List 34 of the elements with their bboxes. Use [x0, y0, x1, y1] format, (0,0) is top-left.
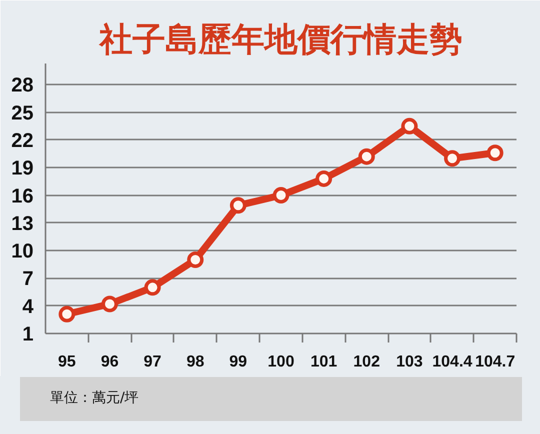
x-tick-label: 103 [396, 354, 423, 370]
point [316, 170, 332, 187]
y-tick-label: 19 [11, 158, 34, 180]
text: 單位：萬元/坪 [20, 377, 522, 421]
y-tick-label: 13 [11, 212, 34, 235]
x-tick-label: 100 [268, 354, 294, 370]
point [144, 279, 161, 296]
point [58, 306, 76, 322]
point [187, 252, 204, 268]
y-tick-label: 4 [22, 296, 34, 318]
x-tick-label: 99 [229, 354, 248, 370]
y-tick-label: 22 [11, 130, 34, 152]
x-tick-label: 102 [353, 354, 380, 370]
y-tick-label: 25 [11, 102, 34, 124]
x-tick-label: 104.7 [475, 354, 516, 370]
x-tick-label: 95 [58, 354, 76, 370]
point [272, 187, 290, 204]
x-tick-label: 101 [310, 354, 338, 370]
point [230, 197, 246, 214]
point [358, 148, 375, 165]
y-tick-label: 7 [22, 268, 34, 290]
y-tick-label: 10 [11, 240, 34, 263]
y-tick-label: 16 [11, 185, 34, 208]
x-tick-label: 104.4 [432, 354, 472, 370]
point [101, 296, 118, 312]
y-tick-label: 1 [22, 324, 34, 346]
x-tick-label: 97 [144, 354, 162, 370]
x-tick-label: 98 [186, 354, 204, 370]
chart-title: 社子島歷年地價行情走勢 [98, 20, 462, 58]
point [444, 150, 461, 167]
y-tick-label: 28 [11, 74, 34, 97]
point [401, 118, 418, 134]
point [486, 144, 504, 162]
x-tick-label: 96 [100, 354, 119, 370]
